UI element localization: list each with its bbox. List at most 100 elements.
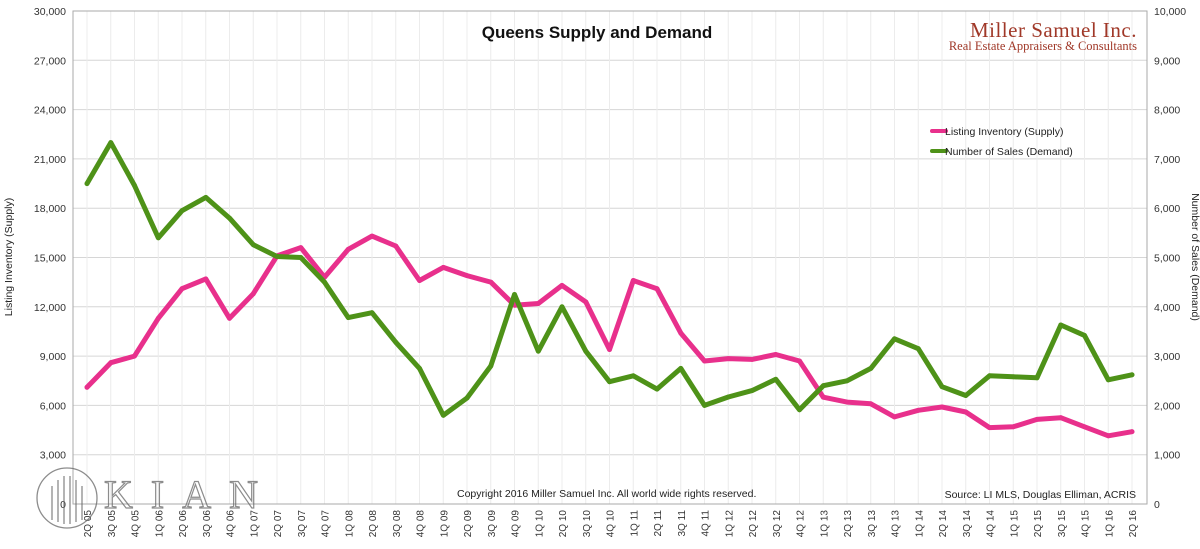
data-point: [725, 394, 731, 400]
data-point: [512, 292, 517, 297]
data-point: [583, 299, 589, 305]
data-point: [820, 394, 826, 400]
data-point: [892, 336, 897, 342]
x-tick-label: 1Q 16: [1104, 510, 1115, 538]
legend: Listing Inventory (Supply) Number of Sal…: [930, 126, 1073, 158]
data-point: [1058, 415, 1064, 421]
data-point: [963, 393, 969, 398]
x-tick-label: 1Q 09: [439, 510, 450, 538]
data-point: [654, 386, 660, 392]
x-tick-label: 1Q 10: [534, 510, 545, 538]
y-tick-left: 27,000: [34, 55, 66, 67]
y-tick-right: 9,000: [1154, 55, 1180, 67]
data-point: [678, 330, 684, 336]
y-tick-left: 6,000: [40, 400, 66, 412]
x-tick-label: 4Q 15: [1081, 510, 1092, 538]
copyright-note: Copyright 2016 Miller Samuel Inc. All wo…: [457, 488, 756, 500]
x-tick-label: 3Q 09: [487, 510, 498, 538]
data-point: [369, 233, 375, 239]
x-tick-label: 3Q 10: [582, 510, 593, 538]
y-tick-left: 21,000: [34, 154, 66, 166]
data-point: [773, 352, 779, 357]
data-point: [1105, 433, 1111, 439]
y-tick-left: 18,000: [34, 203, 66, 215]
x-tick-label: 3Q 06: [202, 510, 213, 538]
data-point: [155, 315, 161, 321]
y-tick-left: 24,000: [34, 105, 66, 117]
data-point: [630, 278, 636, 283]
data-point: [939, 404, 945, 410]
data-point: [749, 388, 755, 393]
x-tick-label: 4Q 14: [986, 510, 997, 538]
y-tick-right: 5,000: [1154, 253, 1180, 265]
data-point: [868, 366, 874, 371]
brand-name: Miller Samuel Inc.: [970, 18, 1137, 42]
x-tick-label: 1Q 14: [914, 510, 925, 538]
data-point: [417, 366, 422, 371]
data-point: [749, 357, 755, 362]
data-point: [84, 181, 90, 187]
data-point: [440, 265, 446, 270]
x-tick-label: 3Q 11: [677, 510, 688, 537]
data-point: [132, 353, 137, 359]
x-tick-label: 4Q 11: [701, 510, 712, 537]
data-point: [155, 235, 161, 241]
data-point: [393, 339, 399, 345]
x-tick-label: 2Q 13: [843, 510, 854, 538]
x-tick-label: 3Q 14: [962, 510, 973, 538]
brand-tagline: Real Estate Appraisers & Consultants: [949, 39, 1137, 53]
chart-title: Queens Supply and Demand: [482, 23, 713, 42]
data-point: [607, 379, 612, 385]
legend-label-supply: Listing Inventory (Supply): [945, 126, 1063, 138]
data-point: [963, 409, 969, 415]
source-note: Source: LI MLS, Douglas Elliman, ACRIS: [945, 489, 1136, 501]
x-tick-label: 1Q 13: [819, 510, 830, 538]
y-tick-right: 6,000: [1154, 203, 1180, 215]
data-point: [844, 399, 850, 405]
data-point: [1034, 375, 1040, 381]
x-tick-label: 2Q 06: [178, 510, 189, 538]
y-tick-right: 4,000: [1154, 302, 1180, 314]
brand-block: Miller Samuel Inc. Real Estate Appraiser…: [949, 18, 1137, 53]
y-tick-right: 0: [1154, 499, 1160, 511]
plot-area-border: [72, 10, 1148, 505]
x-tick-label: 1Q 12: [724, 510, 735, 538]
data-point: [227, 315, 232, 321]
y-tick-right: 7,000: [1154, 154, 1180, 166]
data-point: [84, 384, 90, 390]
x-tick-label: 1Q 08: [344, 510, 355, 538]
data-point: [393, 243, 399, 249]
data-point: [108, 140, 114, 146]
x-tick-label: 3Q 12: [772, 510, 783, 538]
data-point: [464, 273, 470, 278]
data-point: [298, 245, 304, 251]
x-tick-label: 1Q 11: [629, 510, 640, 537]
x-tick-label: 2Q 09: [463, 510, 474, 538]
data-point: [274, 254, 280, 259]
y-tick-right: 2,000: [1154, 400, 1180, 412]
y-tick-left: 0: [60, 499, 66, 511]
x-tick-label: 3Q 08: [392, 510, 403, 538]
data-point: [250, 242, 256, 248]
data-point: [702, 403, 707, 408]
data-point: [797, 358, 802, 364]
x-tick-label: 4Q 12: [796, 510, 807, 538]
data-point: [132, 183, 137, 188]
data-point: [488, 279, 494, 285]
data-point: [915, 407, 921, 413]
data-point: [678, 366, 684, 371]
data-point: [702, 358, 707, 364]
x-tick-label: 2Q 11: [653, 510, 664, 537]
x-tick-label: 2Q 16: [1128, 510, 1139, 538]
y-tick-left: 12,000: [34, 302, 66, 314]
x-tick-label: 4Q 08: [416, 510, 427, 538]
data-point: [440, 412, 446, 418]
y-tick-right: 10,000: [1154, 6, 1186, 18]
data-point: [369, 310, 375, 316]
x-gridlines: [86, 11, 1133, 504]
data-point: [298, 255, 304, 260]
data-point: [1010, 374, 1016, 380]
series-lines: [84, 140, 1135, 439]
data-point: [464, 395, 470, 401]
